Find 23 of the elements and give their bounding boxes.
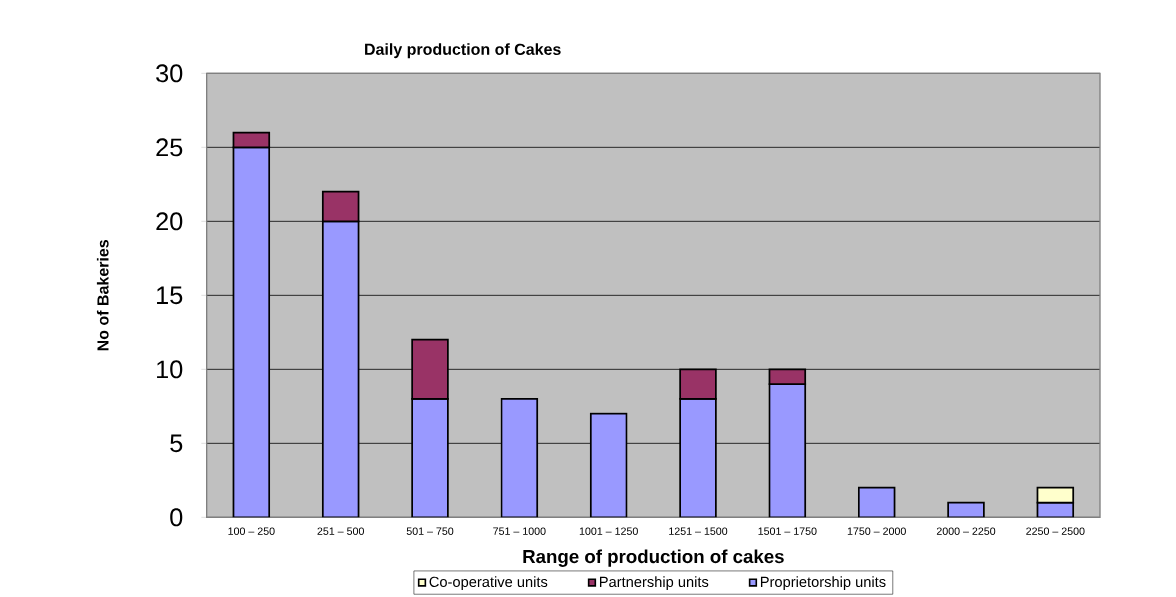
legend-label: Proprietorship units — [760, 576, 886, 590]
x-tick-label: 1750 – 2000 — [847, 527, 906, 535]
x-tick-label: 251 – 500 — [317, 527, 364, 535]
y-tick-label: 25 — [156, 138, 183, 157]
y-tick-label: 5 — [170, 434, 183, 453]
x-tick-label: 2250 – 2500 — [1026, 527, 1085, 535]
y-tick-label: 20 — [156, 212, 183, 231]
y-tick-label: 30 — [156, 64, 183, 83]
x-tick-label: 100 – 250 — [228, 527, 275, 535]
chart-title: Daily production of Cakes — [365, 43, 561, 58]
x-tick-label: 1001 – 1250 — [579, 527, 638, 535]
x-axis-title: Range of production of cakes — [523, 549, 784, 567]
y-tick-label: 10 — [157, 360, 183, 379]
y-tick-label: 0 — [170, 508, 183, 527]
y-axis-title: No of Bakeries — [96, 239, 109, 351]
x-tick-label: 2000 – 2250 — [936, 527, 996, 535]
y-tick-label: 15 — [157, 286, 183, 305]
x-tick-label: 1501 – 1750 — [758, 527, 817, 535]
legend-label: Partnership units — [599, 576, 709, 590]
x-tick-label: 501 – 750 — [406, 527, 454, 535]
x-tick-label: 751 – 1000 — [493, 527, 546, 535]
legend-label: Co-operative units — [429, 576, 548, 590]
x-tick-label: 1251 – 1500 — [669, 527, 728, 535]
